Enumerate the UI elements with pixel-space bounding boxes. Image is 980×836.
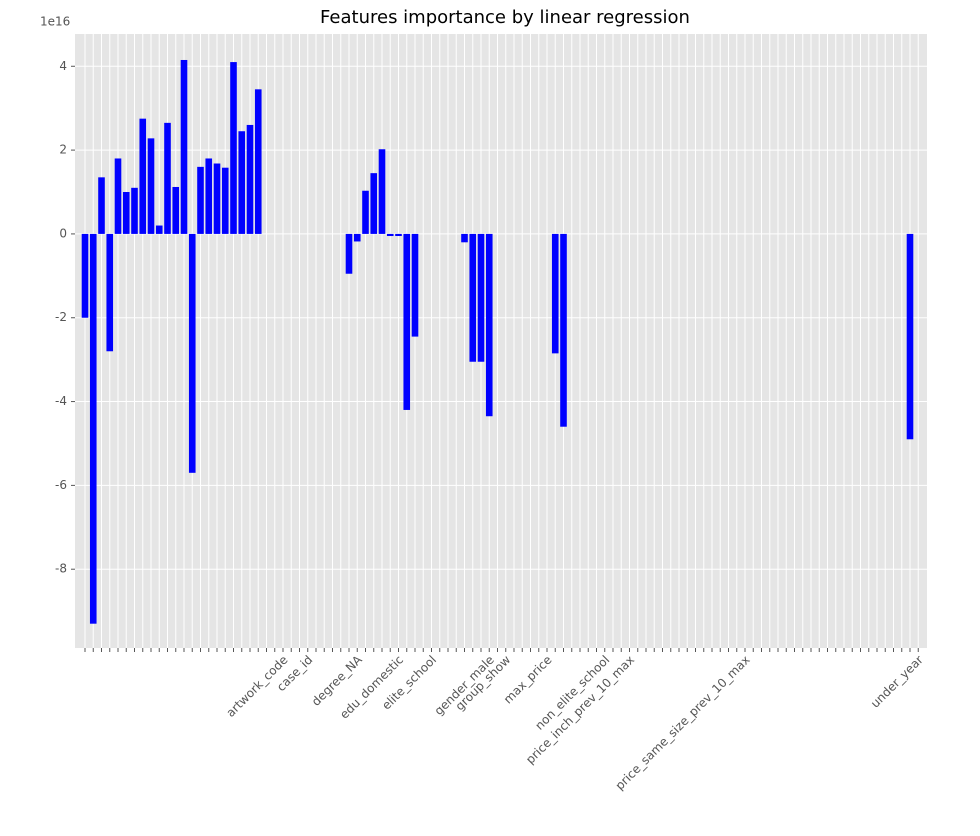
bar	[411, 233, 419, 337]
plot-area	[75, 34, 927, 648]
y-tick-label: -2	[55, 310, 67, 324]
bar	[345, 233, 353, 274]
bar	[213, 163, 221, 234]
bar	[238, 131, 246, 234]
bar	[81, 233, 89, 318]
y-offset-label: 1e16	[40, 15, 70, 29]
bar	[906, 233, 914, 440]
x-tick-label: under_year	[868, 653, 926, 711]
bar	[89, 233, 97, 624]
bar	[461, 233, 468, 243]
y-tick-label: 0	[59, 226, 67, 240]
bar	[353, 233, 361, 242]
y-tick-label: -4	[55, 394, 67, 408]
bar	[254, 89, 262, 234]
bar	[370, 173, 378, 234]
bar	[98, 177, 105, 234]
bar	[386, 233, 394, 237]
bar	[139, 118, 147, 234]
y-tick-label: -6	[55, 478, 67, 492]
bar	[246, 124, 254, 234]
bar	[155, 225, 163, 234]
bar	[230, 62, 237, 234]
bar	[560, 233, 567, 427]
bar	[172, 186, 180, 234]
bar	[122, 192, 130, 234]
bar	[147, 138, 155, 234]
bar	[180, 59, 188, 234]
bar	[403, 233, 411, 410]
bar	[197, 166, 204, 234]
bar	[378, 149, 386, 234]
bar	[106, 233, 114, 352]
bar	[485, 233, 493, 417]
bar	[131, 187, 138, 234]
bar	[188, 233, 196, 473]
bar	[221, 167, 229, 234]
chart-title: Features importance by linear regression	[320, 7, 690, 28]
bar	[395, 233, 402, 237]
y-tick-label: 2	[59, 143, 67, 157]
bar	[164, 122, 171, 234]
y-tick-label: 4	[59, 59, 67, 73]
bar	[205, 158, 213, 234]
bar	[362, 190, 369, 234]
x-tick-label: price_same_size_prev_10_max	[613, 653, 753, 793]
bar	[469, 233, 477, 362]
bar	[551, 233, 559, 354]
bar	[477, 233, 485, 362]
bar	[114, 158, 122, 234]
y-tick-label: -8	[55, 562, 67, 576]
